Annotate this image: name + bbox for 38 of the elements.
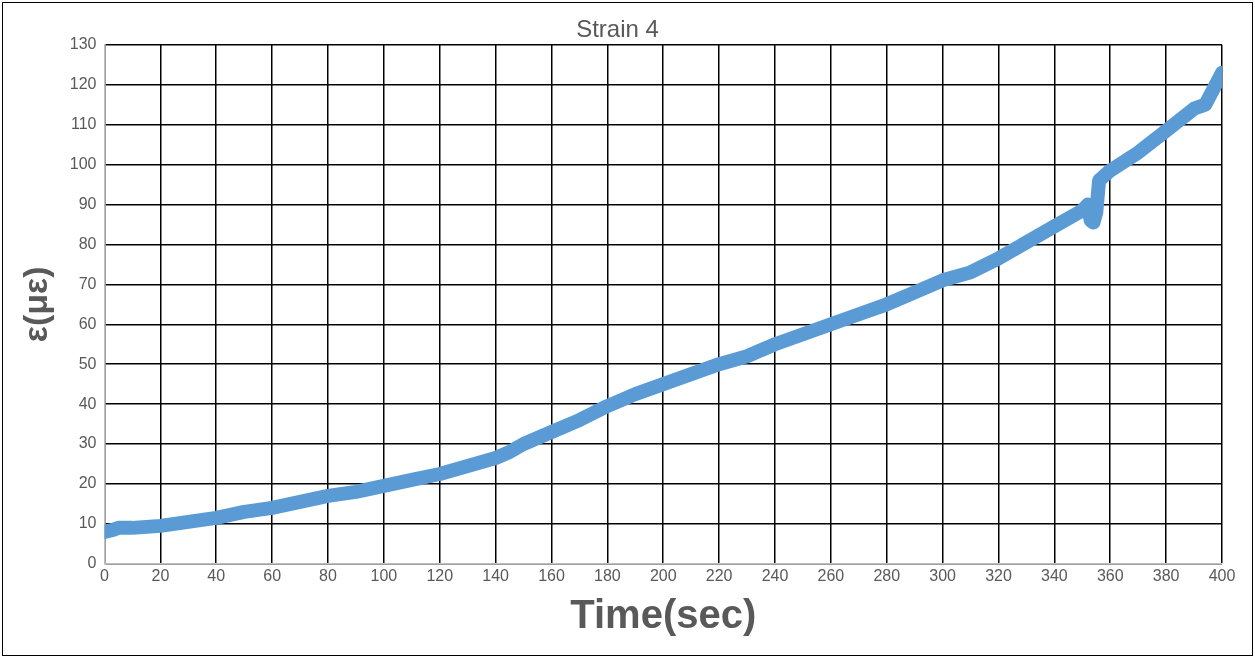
y-tick-label: 130 (69, 35, 97, 53)
x-tick-label: 240 (761, 566, 789, 584)
y-tick-label: 80 (78, 234, 97, 252)
y-tick-label: 70 (78, 274, 97, 292)
x-tick-label: 400 (1208, 566, 1236, 584)
y-tick-label: 40 (78, 394, 97, 412)
chart-title: Strain 4 (576, 15, 659, 43)
x-tick-label: 60 (263, 566, 282, 584)
y-tick-label: 90 (78, 194, 97, 212)
y-tick-label: 60 (78, 314, 97, 332)
y-tick-label: 50 (78, 354, 97, 372)
y-axis-title: ε(με) (15, 266, 54, 343)
y-tick-label: 110 (70, 115, 97, 133)
y-tick-label: 0 (87, 554, 97, 572)
x-tick-label: 320 (985, 566, 1012, 584)
x-tick-label: 220 (705, 566, 733, 584)
x-tick-label: 180 (594, 566, 621, 584)
x-tick-label: 0 (100, 566, 110, 584)
y-tick-label: 100 (69, 154, 97, 172)
x-tick-label: 260 (817, 566, 845, 584)
x-tick-label: 140 (482, 566, 510, 584)
x-axis-title: Time(sec) (570, 592, 757, 637)
x-tick-label: 360 (1096, 566, 1124, 584)
x-tick-label: 280 (873, 566, 901, 584)
x-tick-label: 100 (370, 566, 398, 584)
y-tick-label: 20 (78, 474, 97, 492)
x-tick-label: 380 (1152, 566, 1180, 584)
x-tick-label: 40 (207, 566, 226, 584)
x-tick-label: 120 (426, 566, 454, 584)
x-tick-label: 20 (151, 566, 170, 584)
x-tick-label: 340 (1041, 566, 1068, 584)
y-tick-label: 30 (78, 434, 97, 452)
x-tick-label: 80 (319, 566, 337, 584)
x-tick-label: 300 (929, 566, 957, 584)
y-tick-label: 10 (78, 514, 97, 532)
x-tick-label: 160 (538, 566, 565, 584)
y-tick-label: 120 (69, 75, 97, 93)
x-tick-label: 200 (649, 566, 677, 584)
